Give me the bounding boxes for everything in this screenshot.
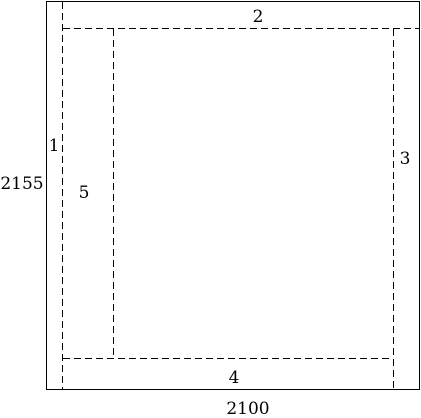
region-3-label: 3	[400, 149, 411, 169]
region-5-label: 5	[79, 183, 90, 203]
region-4-label: 4	[229, 368, 240, 388]
dashed-partitions	[62, 2, 419, 389]
region-2-label: 2	[253, 7, 264, 27]
outer-height-label: 2155	[0, 174, 43, 194]
outer-boundary	[46, 1, 420, 390]
outer-width-label: 2100	[226, 399, 269, 418]
region-1-label: 1	[49, 136, 60, 156]
